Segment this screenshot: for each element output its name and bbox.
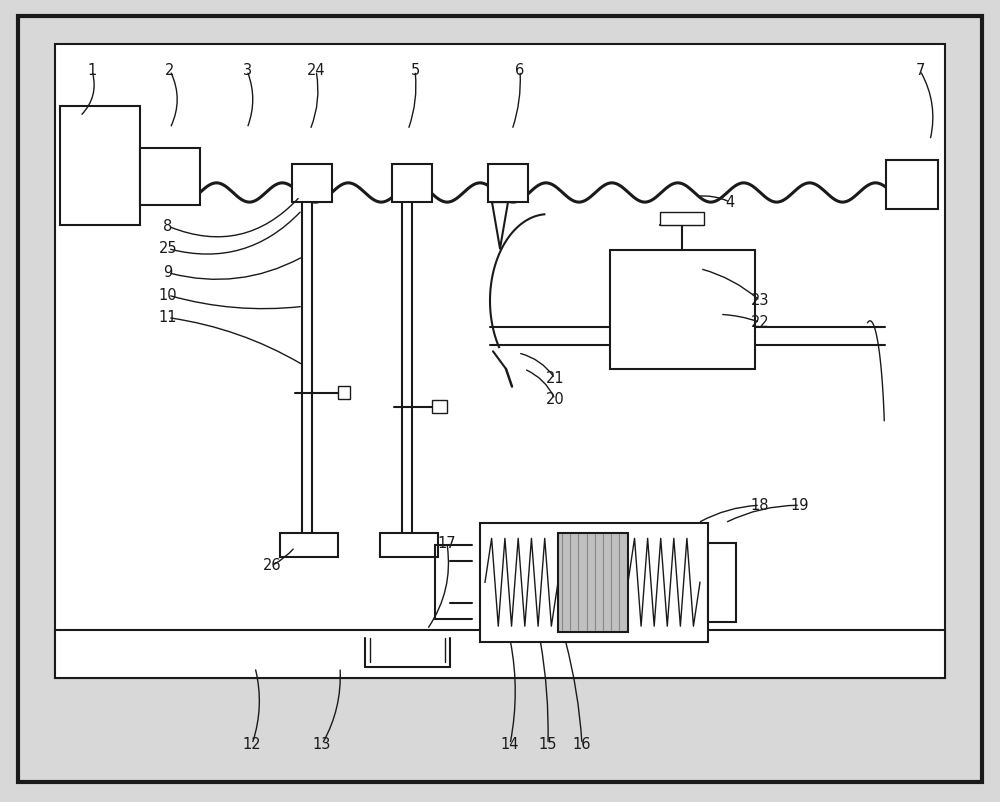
Bar <box>610 250 755 369</box>
Bar <box>432 400 447 413</box>
Text: 11: 11 <box>159 310 177 325</box>
Bar <box>280 533 338 557</box>
Bar <box>660 212 704 225</box>
Bar <box>886 160 938 209</box>
Text: 1: 1 <box>87 63 97 78</box>
Bar <box>60 106 140 225</box>
Text: 21: 21 <box>546 371 564 386</box>
Text: 4: 4 <box>725 195 735 209</box>
Text: 14: 14 <box>501 737 519 751</box>
Text: 8: 8 <box>163 219 173 233</box>
Text: 5: 5 <box>410 63 420 78</box>
Text: 16: 16 <box>573 737 591 751</box>
Bar <box>338 386 350 399</box>
Text: 17: 17 <box>438 537 456 551</box>
Text: 20: 20 <box>546 392 564 407</box>
Text: 2: 2 <box>165 63 175 78</box>
Text: 19: 19 <box>791 498 809 512</box>
Bar <box>480 523 708 642</box>
Text: 6: 6 <box>515 63 525 78</box>
Text: 10: 10 <box>159 288 177 302</box>
Text: 22: 22 <box>751 315 769 330</box>
Bar <box>708 543 736 622</box>
Text: 12: 12 <box>243 737 261 751</box>
Text: 23: 23 <box>751 294 769 308</box>
Bar <box>380 533 438 557</box>
Text: 26: 26 <box>263 558 281 573</box>
Bar <box>55 44 945 678</box>
Text: 18: 18 <box>751 498 769 512</box>
Polygon shape <box>492 202 508 249</box>
Text: 3: 3 <box>242 63 252 78</box>
Bar <box>488 164 528 202</box>
Bar <box>558 533 628 632</box>
Bar <box>140 148 200 205</box>
Text: 9: 9 <box>163 265 173 280</box>
Text: 15: 15 <box>539 737 557 751</box>
Text: 25: 25 <box>159 241 177 256</box>
Bar <box>292 164 332 202</box>
Bar <box>392 164 432 202</box>
Text: 13: 13 <box>313 737 331 751</box>
Bar <box>55 630 945 678</box>
Text: 24: 24 <box>307 63 325 78</box>
Text: 7: 7 <box>915 63 925 78</box>
